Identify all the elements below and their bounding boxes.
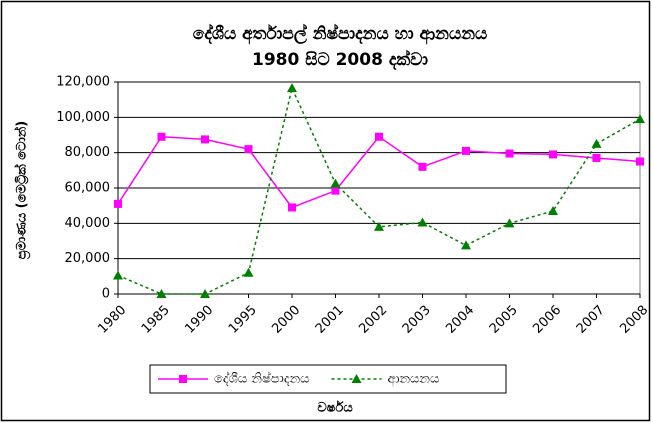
- data-point: [375, 132, 383, 141]
- y-tick-label: 60,000: [65, 181, 111, 196]
- y-tick-label: 0: [102, 287, 110, 302]
- data-point: [114, 199, 122, 208]
- y-tick-label: 100,000: [56, 110, 110, 125]
- data-point: [244, 145, 253, 154]
- data-point: [201, 135, 209, 144]
- data-point: [418, 162, 427, 171]
- data-point: [200, 289, 210, 298]
- y-tick-label: 20,000: [65, 251, 111, 266]
- data-point: [548, 205, 558, 215]
- legend-box: [149, 364, 507, 394]
- data-point: [635, 114, 645, 124]
- legend-marker: [179, 375, 187, 383]
- data-point: [374, 221, 384, 231]
- chart-subtitle: 1980 සිට 2008 දක්වා: [252, 49, 428, 71]
- data-point: [549, 150, 557, 159]
- data-point: [156, 289, 167, 298]
- data-point: [461, 240, 471, 250]
- data-point: [592, 153, 601, 162]
- data-point: [330, 178, 341, 188]
- data-point: [462, 146, 470, 155]
- data-point: [636, 157, 644, 166]
- y-tick-label: 80,000: [65, 145, 111, 160]
- y-axis-title: ප්‍රමාණය (මෙට්‍රික් ටොන්): [12, 121, 30, 260]
- data-point: [591, 138, 602, 148]
- data-point: [331, 186, 340, 195]
- legend-label: දේශීය නිෂ්පාදනය: [214, 370, 310, 386]
- chart-title: දේශීය අර්තාපල් නිෂ්පාදනය හා ආනයනය: [193, 23, 487, 45]
- data-point: [504, 218, 515, 228]
- legend-marker: [351, 374, 362, 383]
- data-point: [288, 203, 296, 212]
- y-tick-label: 120,000: [56, 75, 110, 90]
- data-point: [157, 132, 166, 141]
- legend-label: ආනයනය: [388, 372, 440, 387]
- data-point: [505, 149, 514, 158]
- x-axis-title: වර්ෂය: [317, 400, 353, 416]
- data-point: [243, 267, 254, 277]
- y-tick-label: 40,000: [65, 216, 111, 231]
- data-point: [417, 217, 428, 227]
- data-point: [113, 270, 123, 280]
- data-point: [287, 83, 297, 93]
